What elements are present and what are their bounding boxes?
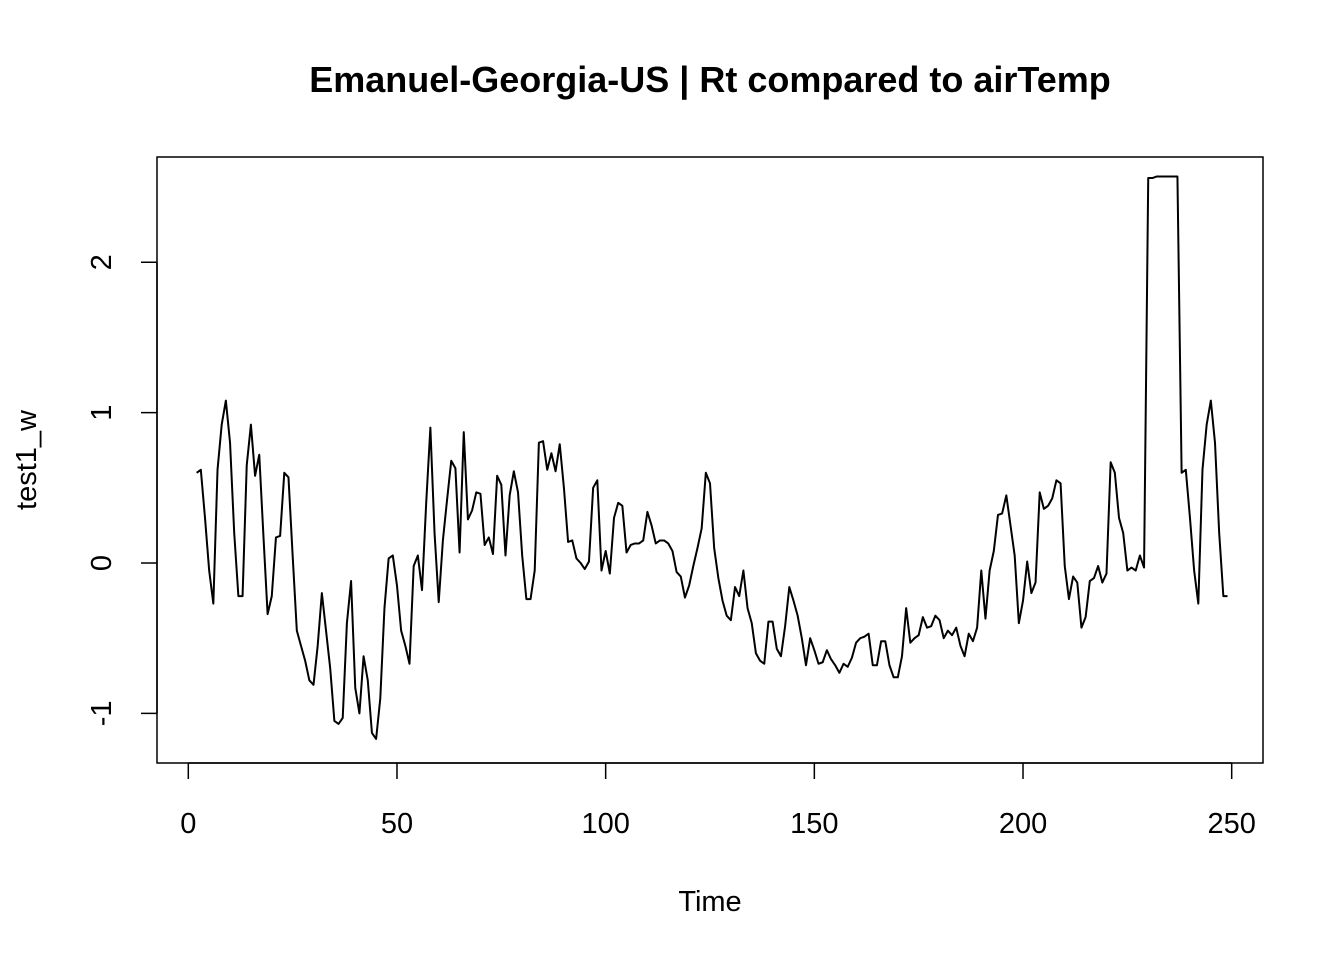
y-axis-label: test1_w <box>11 409 43 510</box>
series-line-0 <box>196 175 1228 740</box>
y-tick-label: 2 <box>86 254 118 270</box>
y-tick-label: -1 <box>86 700 118 726</box>
x-tick-label: 250 <box>1208 808 1256 840</box>
x-tick-label: 0 <box>180 808 196 840</box>
plot-area <box>196 175 1228 740</box>
x-axis: 0 50 100 150 200 250 <box>180 762 1256 840</box>
x-tick-label: 150 <box>790 808 838 840</box>
x-axis-label: Time <box>678 886 741 918</box>
x-tick-label: 100 <box>581 808 629 840</box>
x-tick-label: 200 <box>999 808 1047 840</box>
y-tick-label: 0 <box>86 555 118 571</box>
plot-frame <box>156 156 1264 764</box>
x-tick-label: 50 <box>381 808 413 840</box>
chart-title: Emanuel-Georgia-US | Rt compared to airT… <box>309 59 1111 101</box>
y-tick-label: 1 <box>86 405 118 421</box>
y-axis: -1 0 1 2 <box>86 254 158 726</box>
